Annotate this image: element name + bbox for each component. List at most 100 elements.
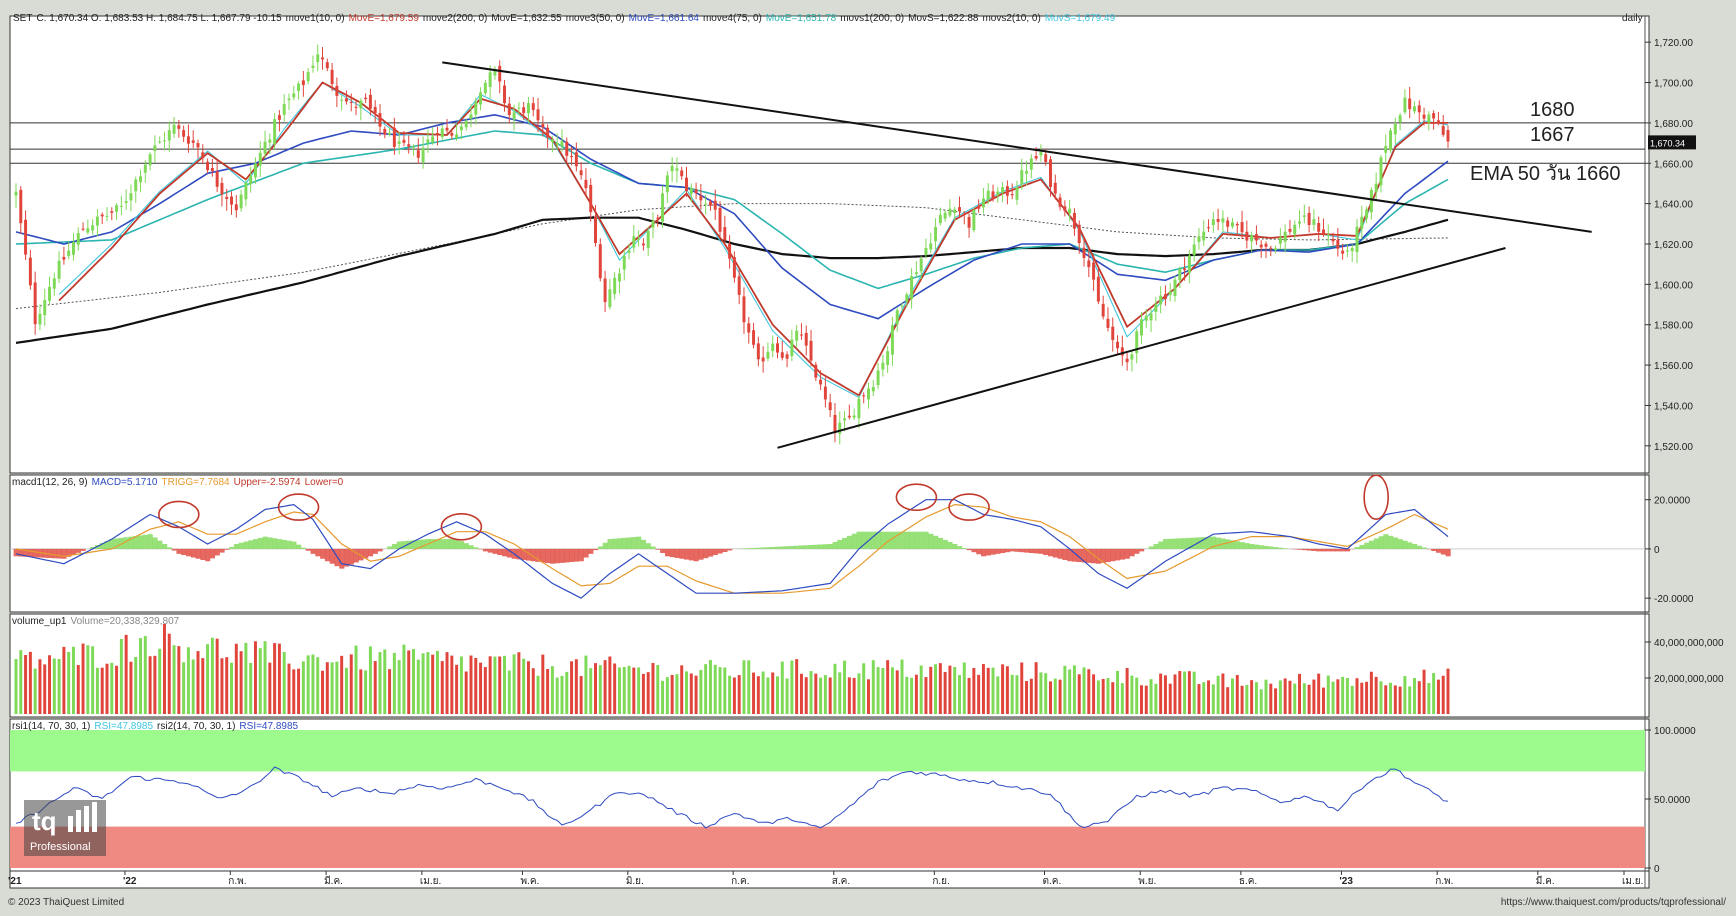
volume-bar — [421, 653, 425, 714]
volume-bar — [1278, 680, 1282, 714]
candle-down — [594, 216, 597, 244]
macd-histogram-bar — [1072, 548, 1078, 562]
volume-bar — [1336, 679, 1340, 714]
macd-histogram-bar — [310, 548, 316, 554]
candle-up — [14, 191, 18, 196]
macd-histogram-bar — [1268, 546, 1274, 549]
candle-down — [1010, 194, 1014, 196]
macd-histogram-bar — [1163, 539, 1169, 549]
volume-bar — [349, 654, 353, 714]
candle-up — [139, 176, 143, 183]
volume-bar — [608, 656, 612, 714]
candle-up — [517, 107, 521, 109]
volume-bar — [1005, 666, 1009, 714]
volume-bar — [191, 659, 195, 714]
candle-down — [776, 343, 779, 353]
candle-up — [469, 114, 473, 119]
macd-histogram-bar — [1368, 540, 1375, 549]
candle-up — [512, 112, 516, 120]
macd-histogram-bar — [142, 534, 149, 549]
volume-bar — [1178, 671, 1182, 714]
macd-histogram-bar — [415, 539, 421, 549]
candle-down — [1240, 222, 1244, 233]
price-tick-label-5: 1,620.00 — [1654, 240, 1693, 251]
macd-histogram-bar — [305, 548, 311, 551]
candle-down — [225, 196, 229, 199]
macd-histogram-bar — [1225, 539, 1231, 549]
volume-bar — [268, 662, 272, 714]
candle-up — [843, 418, 847, 421]
candle-up — [795, 330, 799, 341]
volume-bar — [632, 667, 636, 714]
candle-down — [967, 216, 971, 228]
volume-bar — [1283, 678, 1287, 714]
volume-bar — [857, 673, 861, 714]
volume-bar — [1355, 678, 1359, 714]
candle-up — [943, 212, 947, 219]
candle-down — [1005, 186, 1009, 196]
volume-bar — [1288, 680, 1292, 714]
candle-down — [1216, 219, 1220, 222]
source-url[interactable]: https://www.thaiquest.com/products/tqpro… — [1500, 897, 1726, 908]
candle-down — [1163, 294, 1167, 300]
candle-down — [196, 143, 200, 148]
macd-histogram-bar — [966, 548, 972, 551]
macd-histogram-bar — [1095, 548, 1102, 564]
candle-up — [162, 140, 166, 142]
candle-up — [1369, 189, 1373, 213]
volume-bar — [1211, 684, 1215, 714]
candle-up — [627, 250, 631, 253]
macd-histogram-bar — [1153, 544, 1159, 549]
candle-up — [905, 294, 909, 302]
volume-bar — [440, 661, 444, 714]
x-tick-label-5: พ.ค. — [520, 876, 539, 887]
candle-up — [1192, 244, 1196, 256]
volume-bar — [1015, 675, 1019, 714]
macd-histogram-bar — [899, 531, 905, 549]
candle-down — [723, 227, 727, 241]
macd-histogram-bar — [353, 548, 359, 563]
candle-down — [349, 102, 353, 104]
candle-up — [253, 163, 257, 178]
macd-histogram-bar — [1009, 548, 1015, 552]
macd-histogram-bar — [1043, 548, 1049, 556]
macd-histogram-bar — [1388, 535, 1394, 549]
volume-bar — [1269, 683, 1273, 714]
volume-bar — [1063, 665, 1067, 714]
macd-histogram-bar — [1306, 548, 1312, 551]
macd-histogram-bar — [923, 531, 929, 549]
volume-bar — [48, 655, 52, 714]
price-tick-label-0: 1,720.00 — [1654, 38, 1693, 49]
volume-bar — [1087, 669, 1091, 714]
candle-down — [598, 244, 602, 279]
candle-up — [1230, 222, 1234, 227]
candle-up — [86, 228, 90, 233]
ma-label-0: move1(10, 0) — [285, 13, 345, 24]
volume-bar — [962, 662, 966, 714]
macd-histogram-bar — [621, 537, 627, 549]
candle-up — [675, 168, 679, 171]
macd-histogram-bar — [1148, 546, 1154, 549]
x-tick-label-4: เม.ย. — [420, 876, 441, 887]
volume-bar — [503, 655, 506, 714]
volume-bar — [431, 654, 435, 714]
macd-histogram-bar — [1048, 548, 1054, 557]
x-tick-label-14: ก.พ. — [1435, 876, 1453, 887]
macd-header: macd1(12, 26, 9) MACD=5.1710 TRIGG=7.7684 U… — [12, 477, 347, 488]
volume-bar — [905, 676, 909, 714]
candle-up — [1274, 248, 1278, 251]
candle-down — [1226, 220, 1230, 227]
macd-histogram-bar — [1234, 541, 1240, 549]
volume-bar — [742, 660, 746, 714]
macd-histogram-bar — [947, 541, 953, 549]
volume-bar — [464, 671, 468, 714]
volume-bar — [201, 658, 205, 714]
ma-label-4: move3(50, 0) — [565, 13, 625, 24]
macd-histogram-bar — [1019, 548, 1025, 553]
macd-histogram-bar — [961, 548, 967, 549]
candle-up — [550, 139, 554, 142]
candle-up — [895, 310, 899, 325]
candle-up — [1326, 234, 1330, 236]
volume-bar — [574, 659, 578, 714]
volume-bar — [737, 675, 741, 714]
